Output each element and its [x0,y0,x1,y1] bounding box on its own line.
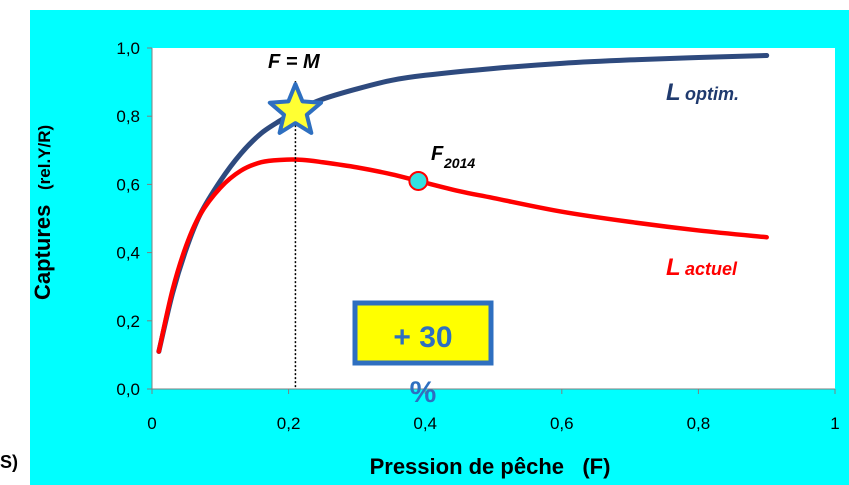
annotation-f-eq-m: F = M [268,51,321,73]
annotation-f2014-main: F [431,143,444,165]
series-label-optim-sub: optim. [685,84,739,104]
ticks-layer: 0,0 0,2 0,4 0,6 0,8 1,0 0 0,2 0,4 0,6 0,8 1 [116,39,839,433]
y-tick-label: 0,0 [116,380,140,399]
gain-box-value: + 30 [393,321,452,354]
star-marker-f-eq-m [267,82,324,135]
y-axis-unit: (rel.Y/R) [35,125,54,190]
series-line-l-actuel [156,157,769,354]
x-tick-label: 0 [147,414,156,433]
circle-marker-f2014 [408,170,429,191]
y-axis-title: Captures [30,205,55,300]
gain-box-percent: % [410,376,437,409]
series-label-optim-main: L [666,79,681,106]
x-tick-label: 0,2 [277,414,301,433]
y-tick-label: 0,2 [116,312,140,331]
series-label-actuel-main: L [666,254,681,281]
y-tick-label: 1,0 [116,39,140,58]
y-tick-label: 0,8 [116,107,140,126]
series-label-actuel-sub: actuel [685,259,738,279]
gain-box [352,300,494,366]
annotation-layer [267,81,429,389]
annotation-f2014-sub: 2014 [443,155,475,171]
y-tick-label: 0,4 [116,244,140,263]
x-tick-label: 0,6 [550,414,574,433]
x-tick-label: 0,8 [687,414,711,433]
y-tick-label: 0,6 [116,175,140,194]
x-axis-title: Pression de pêche (F) [370,454,611,479]
cropped-text-fragment: S) [0,452,18,472]
x-tick-label: 1 [830,414,839,433]
x-tick-label: 0,4 [413,414,437,433]
